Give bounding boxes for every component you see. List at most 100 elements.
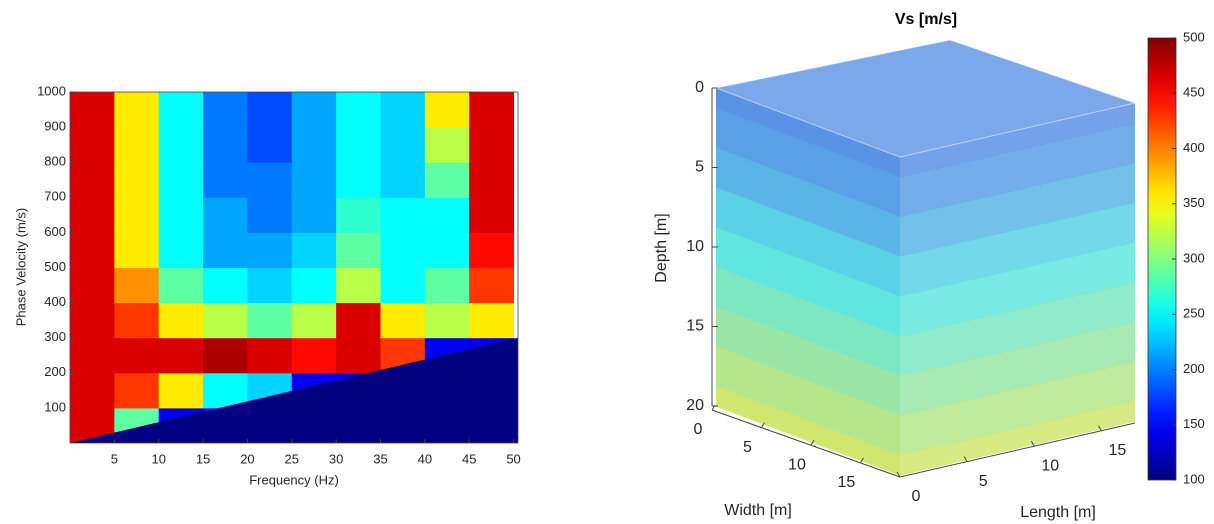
heat-cell — [70, 92, 115, 128]
length-tick-label: 0 — [912, 488, 921, 505]
width-tick-label: 0 — [694, 421, 703, 438]
y-tick-label: 1000 — [37, 83, 66, 98]
volume-left-strip — [716, 107, 900, 218]
heat-cell — [247, 127, 293, 163]
heat-cell — [424, 197, 470, 233]
volume-right-strip — [900, 281, 1135, 377]
depth-tick-label: 10 — [686, 238, 704, 255]
depth-tick-label: 20 — [686, 397, 704, 414]
heat-cell — [158, 92, 204, 128]
heat-cell — [114, 127, 160, 163]
colorbar-tick-label: 450 — [1183, 85, 1205, 100]
x-tick-label: 15 — [196, 451, 210, 466]
heat-cell — [203, 372, 248, 409]
colorbar-tick-label: 350 — [1183, 195, 1205, 210]
heat-cell — [158, 162, 204, 198]
heat-cell — [336, 337, 381, 374]
heat-cell — [469, 92, 515, 128]
y-tick-label: 700 — [44, 189, 66, 204]
y-tick-label: 600 — [44, 224, 66, 239]
colorbar-tick-label: 150 — [1183, 416, 1205, 431]
length-tick-label: 10 — [1041, 457, 1059, 474]
heat-cell — [247, 302, 293, 339]
heat-cell — [380, 267, 426, 304]
width-tick-label: 15 — [838, 474, 856, 491]
y-tick-label: 900 — [44, 119, 66, 134]
heat-cell — [203, 337, 248, 374]
heat-cell — [114, 197, 160, 233]
volume-left-strip — [716, 227, 900, 337]
heat-cell — [247, 267, 293, 304]
volume-right-strip — [900, 162, 1135, 257]
heat-cell — [114, 92, 160, 128]
heat-cell — [247, 232, 293, 268]
depth-tick-label: 0 — [695, 79, 704, 96]
heat-cell — [336, 92, 381, 128]
heat-cell — [380, 302, 426, 339]
heat-cell — [336, 302, 381, 339]
heat-cell — [336, 232, 381, 268]
volume-left-strip — [716, 147, 900, 257]
heat-cell — [70, 127, 115, 163]
volume-right-strip — [900, 242, 1135, 337]
x-tick-label: 30 — [329, 451, 343, 466]
colorbar-tick-label: 250 — [1183, 306, 1205, 321]
heat-cell — [203, 232, 248, 268]
width-axis-label: Width [m] — [724, 502, 792, 519]
volume-right-strip — [900, 122, 1135, 218]
heat-cell — [380, 197, 426, 233]
heat-cell — [336, 127, 381, 163]
length-tick — [1097, 425, 1102, 431]
colorbar-tick-label: 100 — [1183, 471, 1205, 486]
heat-cell — [114, 302, 160, 339]
colorbar — [1147, 37, 1177, 481]
heat-cell — [424, 127, 470, 163]
x-axis-label: Frequency (Hz) — [249, 472, 339, 487]
mask-region — [70, 337, 518, 443]
heat-cell — [424, 162, 470, 198]
heat-cell — [336, 267, 381, 304]
heat-cell — [70, 162, 115, 198]
volume-title: Vs [m/s] — [895, 11, 957, 28]
volume-left-strip — [716, 346, 900, 456]
length-tick — [1030, 440, 1035, 447]
heat-cell — [158, 197, 204, 233]
heat-cell — [247, 337, 293, 374]
volume-right-strip — [900, 103, 1135, 178]
x-tick-label: 40 — [418, 451, 432, 466]
heat-cell — [424, 302, 470, 339]
x-tick-label: 20 — [240, 451, 254, 466]
heat-cell — [247, 197, 293, 233]
colorbar-tick-label: 400 — [1183, 140, 1205, 155]
heat-cell — [469, 127, 515, 163]
heat-cell — [380, 127, 426, 163]
volume-top-face — [716, 40, 1135, 157]
width-tick — [761, 422, 765, 428]
x-tick-label: 25 — [285, 451, 299, 466]
heat-cell — [158, 337, 204, 374]
heat-cell — [380, 232, 426, 268]
volume-edge — [715, 87, 901, 158]
length-tick — [896, 471, 901, 478]
heat-cell — [70, 302, 115, 339]
heat-cell — [70, 197, 115, 233]
length-tick-label: 15 — [1109, 442, 1127, 459]
heat-cell — [424, 267, 470, 304]
heat-cell — [114, 337, 160, 374]
colorbar-tick-label: 300 — [1183, 250, 1205, 265]
heat-cell — [291, 127, 337, 163]
heat-cell — [114, 267, 160, 304]
heat-cell — [114, 162, 160, 198]
volume-right-strip — [900, 202, 1135, 297]
heat-cell — [70, 267, 115, 304]
width-tick — [810, 440, 815, 446]
heat-cell — [203, 302, 248, 339]
width-tick-label: 10 — [788, 456, 806, 473]
heat-cell — [70, 232, 115, 268]
heat-cell — [203, 92, 248, 128]
heat-cell — [380, 92, 426, 128]
y-axis-label: Phase Velocity (m/s) — [13, 208, 28, 327]
heat-cell — [469, 232, 515, 268]
heat-cell — [291, 337, 337, 374]
